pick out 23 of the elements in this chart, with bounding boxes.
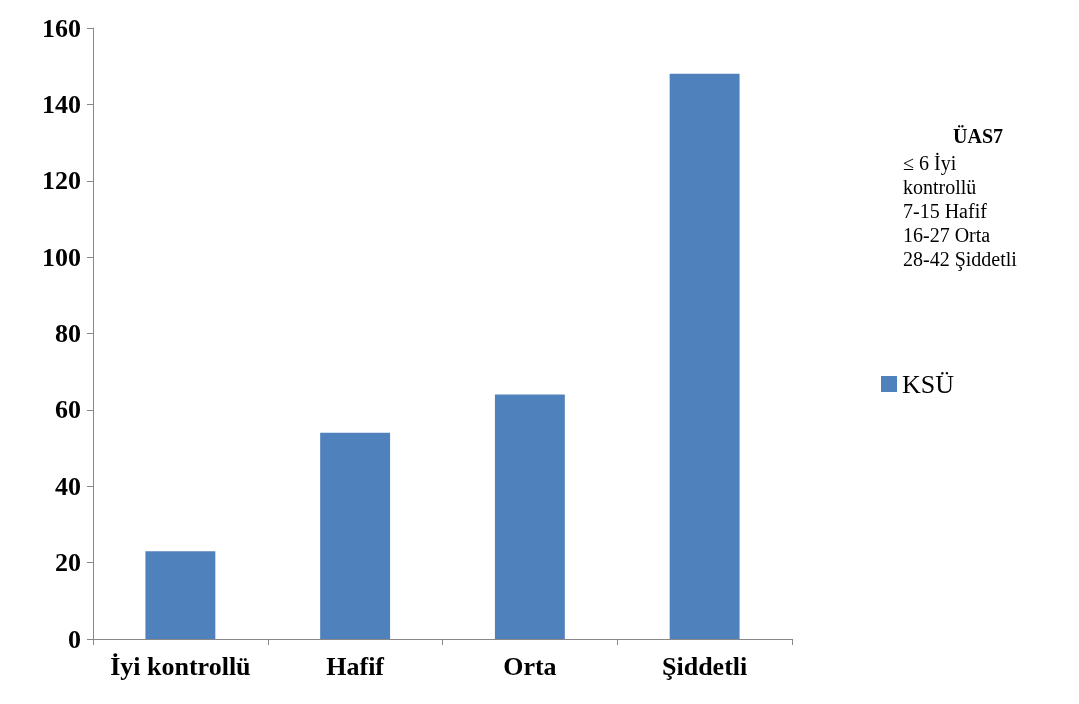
y-tick-label: 160 bbox=[42, 13, 81, 43]
legend-title: ÜAS7 bbox=[953, 125, 1004, 147]
text: 16-27 Orta bbox=[903, 224, 991, 246]
x-tick-label: Şiddetli bbox=[662, 651, 748, 681]
bar bbox=[669, 73, 740, 639]
bar bbox=[145, 551, 216, 639]
x-tick-label: Orta bbox=[503, 651, 557, 681]
text: 7-15 Hafif bbox=[903, 200, 988, 222]
x-tick-label: Hafif bbox=[326, 651, 385, 681]
x-tick-label: İyi kontrollü bbox=[110, 651, 251, 681]
y-tick-label: 0 bbox=[68, 624, 81, 654]
y-tick-label: 60 bbox=[55, 395, 81, 425]
text: ≤ 6 İyi kontrollü bbox=[903, 152, 977, 198]
y-tick-label: 100 bbox=[42, 242, 81, 272]
text: 28-42 Şiddetli bbox=[903, 248, 1018, 271]
y-tick-label: 140 bbox=[42, 89, 81, 119]
y-tick-label: 80 bbox=[55, 319, 81, 348]
bar bbox=[320, 432, 391, 639]
y-tick-label: 120 bbox=[42, 166, 81, 196]
y-tick-label: 40 bbox=[55, 471, 81, 501]
y-tick-label: 20 bbox=[55, 548, 81, 578]
legend-label: KSÜ bbox=[902, 369, 955, 399]
bar bbox=[494, 394, 565, 639]
